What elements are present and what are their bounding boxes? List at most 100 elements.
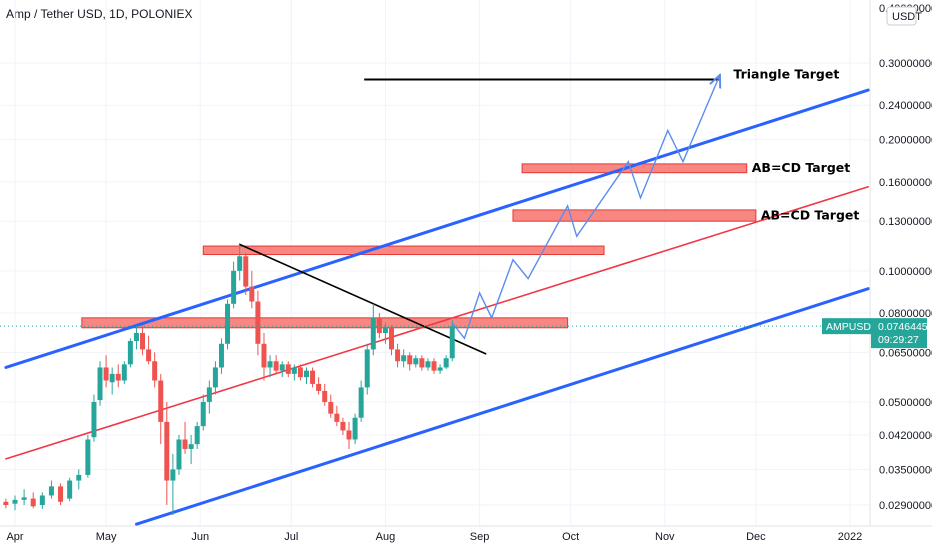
time-tick-label: Nov xyxy=(655,531,675,543)
candle-body xyxy=(334,413,340,422)
candle xyxy=(431,358,437,374)
candle xyxy=(395,343,401,368)
candle-body xyxy=(395,349,401,362)
candle-body xyxy=(407,355,413,365)
candlestick-series xyxy=(3,244,455,516)
candle-body xyxy=(358,387,364,418)
candle-body xyxy=(376,317,382,333)
candle xyxy=(188,434,194,465)
price-tick-label: 0.20000000 xyxy=(879,135,932,147)
candle-body xyxy=(261,343,267,368)
candle xyxy=(425,358,431,371)
trend-lines xyxy=(4,78,870,526)
candle-body xyxy=(249,286,255,302)
candle xyxy=(194,421,200,449)
candle xyxy=(358,380,364,422)
candle xyxy=(103,355,109,388)
time-tick-label: 2022 xyxy=(838,531,862,543)
time-tick-label: Oct xyxy=(562,531,579,543)
candle xyxy=(97,361,103,406)
candle xyxy=(407,352,413,371)
resistance-zone xyxy=(81,317,569,329)
candle-body xyxy=(255,301,261,344)
candle xyxy=(109,367,115,395)
candle-body xyxy=(316,383,322,391)
candle xyxy=(413,355,419,368)
candle-body xyxy=(58,486,64,502)
candle xyxy=(297,364,303,381)
candle xyxy=(67,477,73,502)
candle-body xyxy=(443,358,449,368)
candle-body xyxy=(401,355,407,362)
chart-title: Amp / Tether USD, 1D, POLONIEX xyxy=(6,7,193,21)
candle xyxy=(91,394,97,442)
channel-lower-line xyxy=(134,287,870,526)
candle-body xyxy=(340,421,346,431)
candle xyxy=(206,380,212,414)
candle xyxy=(225,299,231,350)
candle xyxy=(152,352,158,388)
candle xyxy=(310,367,316,388)
candle xyxy=(261,332,267,381)
candle-body xyxy=(48,486,54,496)
candle xyxy=(322,383,328,406)
candle xyxy=(382,322,388,344)
candle xyxy=(370,303,376,356)
candle-body xyxy=(382,327,388,333)
time-axis[interactable]: Apr May Jun Jul Aug Sep Oct Nov Dec 2022 xyxy=(0,525,932,543)
candle xyxy=(255,290,261,356)
candle xyxy=(316,377,322,395)
candle-body xyxy=(133,332,139,342)
candle xyxy=(170,453,176,516)
target-zones xyxy=(81,163,757,329)
candle-body xyxy=(30,498,36,507)
candle-body xyxy=(76,474,82,481)
candle xyxy=(164,401,170,505)
time-tick-label: Jul xyxy=(284,531,298,543)
currency-button[interactable] xyxy=(886,6,917,26)
candle xyxy=(243,252,249,296)
candle-body xyxy=(152,361,158,381)
price-tick-label: 0.24000000 xyxy=(879,100,932,112)
candle-body xyxy=(449,326,455,359)
candle xyxy=(146,335,152,365)
candle xyxy=(346,421,352,449)
candle xyxy=(437,364,443,374)
price-tick-label: 0.30000000 xyxy=(879,58,932,70)
time-tick-label: Jun xyxy=(191,531,209,543)
abcd-target-label-2: AB=CD Target xyxy=(761,207,860,222)
price-tick-label: 0.16000000 xyxy=(879,177,932,189)
candle xyxy=(12,495,18,511)
candle-body xyxy=(140,332,146,350)
candle xyxy=(231,261,237,309)
price-tick-label: 0.02900000 xyxy=(879,500,932,512)
candle xyxy=(176,434,182,475)
time-tick-label: Aug xyxy=(376,531,396,543)
candle-body xyxy=(97,367,103,401)
current-price-badge: AMPUSDT 0.07464453 09:29:27 xyxy=(0,318,932,349)
channel-midline xyxy=(5,185,870,460)
price-tick-label: 0.06500000 xyxy=(879,347,932,359)
candle-body xyxy=(346,430,352,440)
price-tick-label: 0.10000000 xyxy=(879,266,932,278)
candle-body xyxy=(237,256,243,271)
candle xyxy=(218,338,224,374)
candle xyxy=(140,325,146,356)
candle-body xyxy=(419,358,425,368)
price-tick-label: 0.03500000 xyxy=(879,464,932,476)
candle xyxy=(285,361,291,378)
currency-label: USDT xyxy=(892,11,922,23)
candle xyxy=(443,355,449,370)
candle-body xyxy=(21,497,27,500)
abcd-target-label-1: AB=CD Target xyxy=(752,160,851,175)
candle-body xyxy=(170,469,176,481)
candle xyxy=(303,367,309,384)
candle-body xyxy=(370,317,376,350)
triangle-target-label: Triangle Target xyxy=(733,66,839,81)
countdown-label: 09:29:27 xyxy=(878,334,919,346)
candle xyxy=(352,413,358,445)
candle xyxy=(30,492,36,509)
candle-body xyxy=(243,256,249,287)
